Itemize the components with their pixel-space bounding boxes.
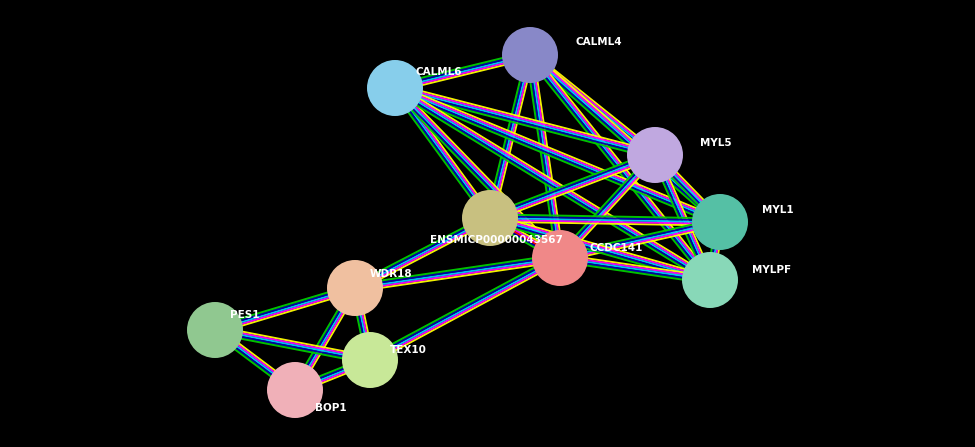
Text: ENSMICP00000043567: ENSMICP00000043567 [430,235,563,245]
Circle shape [532,230,588,286]
Text: TEX10: TEX10 [390,345,427,355]
Text: CALML6: CALML6 [415,67,461,77]
Circle shape [462,190,518,246]
Circle shape [692,194,748,250]
Circle shape [627,127,683,183]
Text: MYL5: MYL5 [700,138,731,148]
Text: MYL1: MYL1 [762,205,794,215]
Text: WDR18: WDR18 [370,269,412,279]
Circle shape [367,60,423,116]
Text: BOP1: BOP1 [315,403,347,413]
Circle shape [342,332,398,388]
Text: PES1: PES1 [230,310,259,320]
Circle shape [187,302,243,358]
Circle shape [682,252,738,308]
Text: CCDC141: CCDC141 [590,243,644,253]
Circle shape [502,27,558,83]
Text: MYLPF: MYLPF [752,265,791,275]
Circle shape [327,260,383,316]
Circle shape [267,362,323,418]
Text: CALML4: CALML4 [575,37,622,47]
